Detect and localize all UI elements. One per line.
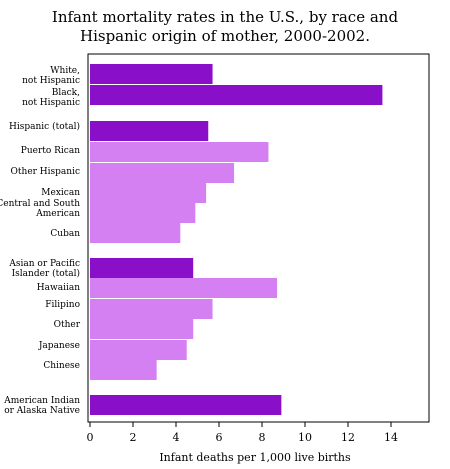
bar-7 — [90, 223, 181, 243]
category-label-14-line-1: or Alaska Native — [4, 406, 80, 416]
category-label-9-line-0: Hawaiian — [37, 283, 80, 293]
bar-10 — [90, 299, 213, 319]
bar-9 — [90, 278, 278, 298]
category-label-6-line-0: Central and South — [0, 199, 80, 209]
x-axis-title: Infant deaths per 1,000 live births — [159, 451, 351, 464]
category-label-6-line-1: American — [35, 209, 80, 219]
category-label-0-line-1: not Hispanic — [22, 76, 80, 86]
x-tick-label-7: 14 — [384, 431, 398, 444]
bar-2 — [90, 121, 209, 141]
chart-title-line-1: Infant mortality rates in the U.S., by r… — [52, 8, 399, 26]
category-label-1-line-0: Black, — [52, 88, 80, 98]
bar-5 — [90, 183, 207, 203]
bar-0 — [90, 64, 213, 84]
bar-4 — [90, 163, 235, 183]
x-tick-label-3: 6 — [216, 431, 223, 444]
bar-8 — [90, 258, 194, 278]
x-tick-label-1: 2 — [130, 431, 137, 444]
category-label-5-line-0: Mexican — [41, 188, 80, 198]
bar-13 — [90, 360, 157, 380]
bar-3 — [90, 142, 269, 162]
category-label-1-line-1: not Hispanic — [22, 98, 80, 108]
x-tick-label-6: 12 — [341, 431, 355, 444]
category-label-2-line-0: Hispanic (total) — [9, 121, 80, 132]
category-label-4-line-0: Other Hispanic — [11, 167, 80, 177]
x-tick-label-4: 8 — [259, 431, 266, 444]
x-tick-label-5: 10 — [298, 431, 312, 444]
chart-title-line-2: Hispanic origin of mother, 2000-2002. — [80, 27, 370, 45]
plot-frame — [87, 53, 430, 423]
category-label-14-line-0: American Indian — [3, 396, 80, 406]
x-axis-ticks-group: 0 2 4 6 8 10 12 14 — [87, 422, 398, 444]
category-label-8-line-0: Asian or Pacific — [8, 259, 80, 269]
x-tick-label-2: 4 — [173, 431, 180, 444]
category-label-10-line-0: Filipino — [45, 300, 80, 310]
category-label-3-line-0: Puerto Rican — [21, 146, 80, 156]
category-label-13-line-0: Chinese — [43, 361, 80, 371]
bar-1 — [90, 85, 383, 105]
category-label-0-line-0: White, — [50, 66, 80, 76]
bars-group — [90, 64, 383, 415]
category-label-12-line-0: Japanese — [38, 341, 80, 351]
x-tick-label-0: 0 — [87, 431, 94, 444]
category-label-7-line-0: Cuban — [50, 229, 80, 239]
bar-11 — [90, 319, 194, 339]
category-label-8-line-1: Islander (total) — [12, 268, 80, 279]
bar-6 — [90, 203, 196, 223]
bar-14 — [90, 395, 282, 415]
bar-12 — [90, 340, 187, 360]
category-label-11-line-0: Other — [54, 320, 81, 330]
